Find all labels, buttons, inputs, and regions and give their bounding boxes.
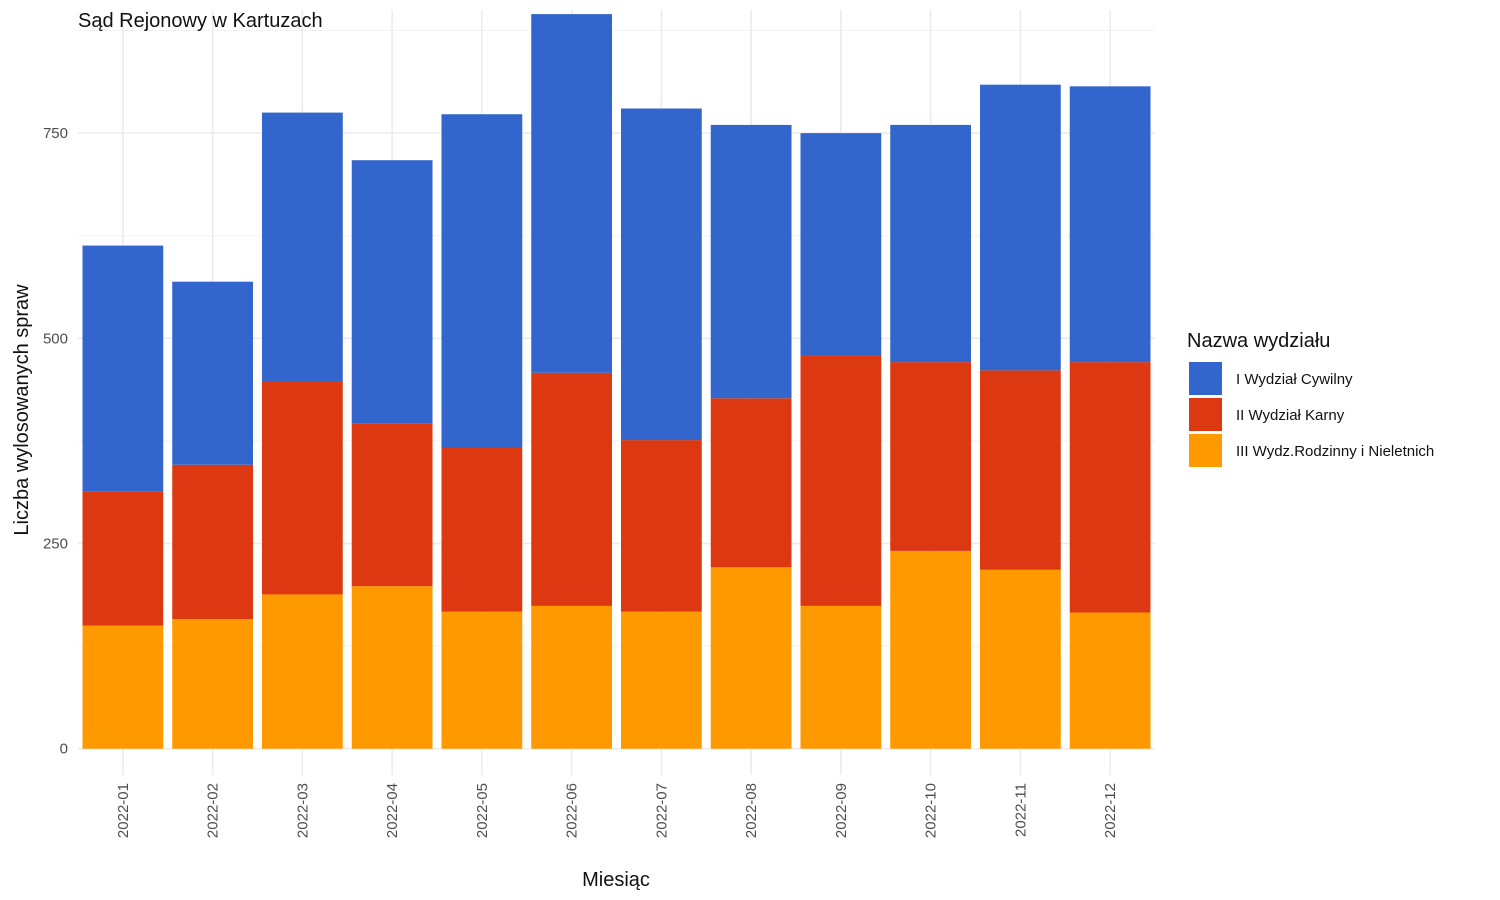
bar-segment xyxy=(890,550,972,749)
bar-segment xyxy=(441,447,523,612)
bars xyxy=(82,14,1151,749)
x-tick-label: 2022-07 xyxy=(653,783,670,838)
bar-segment xyxy=(351,160,433,424)
legend-label: III Wydz.Rodzinny i Nieletnich xyxy=(1236,443,1434,460)
legend-title: Nazwa wydziału xyxy=(1187,330,1330,352)
bar-segment xyxy=(82,491,164,626)
x-tick-label: 2022-06 xyxy=(564,783,581,838)
bar-segment xyxy=(979,370,1061,570)
bar-segment xyxy=(351,423,433,587)
bar-segment xyxy=(890,362,972,551)
x-tick-label: 2022-04 xyxy=(384,783,401,838)
y-tick-label: 500 xyxy=(43,330,68,347)
bar-segment xyxy=(800,355,882,606)
bar-segment xyxy=(890,124,972,363)
bar-segment xyxy=(620,611,702,749)
legend-label: II Wydział Karny xyxy=(1236,407,1345,424)
bar-segment xyxy=(261,594,343,749)
bar-segment xyxy=(172,464,254,620)
bar-segment xyxy=(620,108,702,441)
x-tick-label: 2022-09 xyxy=(833,783,850,838)
bar-segment xyxy=(1069,612,1151,749)
chart-title: Sąd Rejonowy w Kartuzach xyxy=(78,10,323,32)
x-tick-label: 2022-08 xyxy=(743,783,760,838)
bar-segment xyxy=(979,84,1061,371)
bar-segment xyxy=(710,124,792,399)
y-tick-label: 250 xyxy=(43,536,68,553)
y-tick-label: 0 xyxy=(60,741,68,758)
x-tick-label: 2022-02 xyxy=(205,783,222,838)
bar-segment xyxy=(800,605,882,749)
legend: Nazwa wydziału I Wydział Cywilny II Wydzi… xyxy=(1187,330,1434,467)
bar-segment xyxy=(979,569,1061,749)
bar-segment xyxy=(531,14,613,373)
bar-segment xyxy=(441,611,523,749)
bar-segment xyxy=(351,586,433,749)
bar-segment xyxy=(1069,86,1151,363)
legend-swatch xyxy=(1189,362,1222,395)
x-tick-label: 2022-10 xyxy=(923,783,940,838)
bar-segment xyxy=(531,372,613,606)
bar-segment xyxy=(261,381,343,595)
y-tick-label: 750 xyxy=(43,125,68,142)
bar-segment xyxy=(82,245,164,492)
bar-segment xyxy=(710,398,792,568)
x-axis-title: Miesiąc xyxy=(582,869,650,891)
y-ticks: 0 250 500 750 xyxy=(43,125,68,758)
bar-segment xyxy=(172,619,254,749)
bar-segment xyxy=(82,625,164,749)
legend-swatch xyxy=(1189,434,1222,467)
legend-swatch xyxy=(1189,398,1222,431)
bar-segment xyxy=(531,605,613,749)
bar-segment xyxy=(172,281,254,465)
x-ticks: 2022-01 2022-02 2022-03 2022-04 2022-05 2022-… xyxy=(115,783,1119,838)
bar-segment xyxy=(620,440,702,612)
bar-segment xyxy=(710,567,792,749)
x-tick-label: 2022-01 xyxy=(115,783,132,838)
x-tick-label: 2022-05 xyxy=(474,783,491,838)
y-axis-title: Liczba wylosowanych spraw xyxy=(11,284,33,536)
bar-segment xyxy=(261,112,343,382)
x-tick-label: 2022-11 xyxy=(1012,783,1029,837)
bar-segment xyxy=(441,114,523,448)
legend-label: I Wydział Cywilny xyxy=(1236,371,1353,388)
bar-segment xyxy=(800,133,882,356)
x-tick-label: 2022-12 xyxy=(1102,783,1119,838)
x-tick-label: 2022-03 xyxy=(294,783,311,838)
bar-segment xyxy=(1069,362,1151,613)
